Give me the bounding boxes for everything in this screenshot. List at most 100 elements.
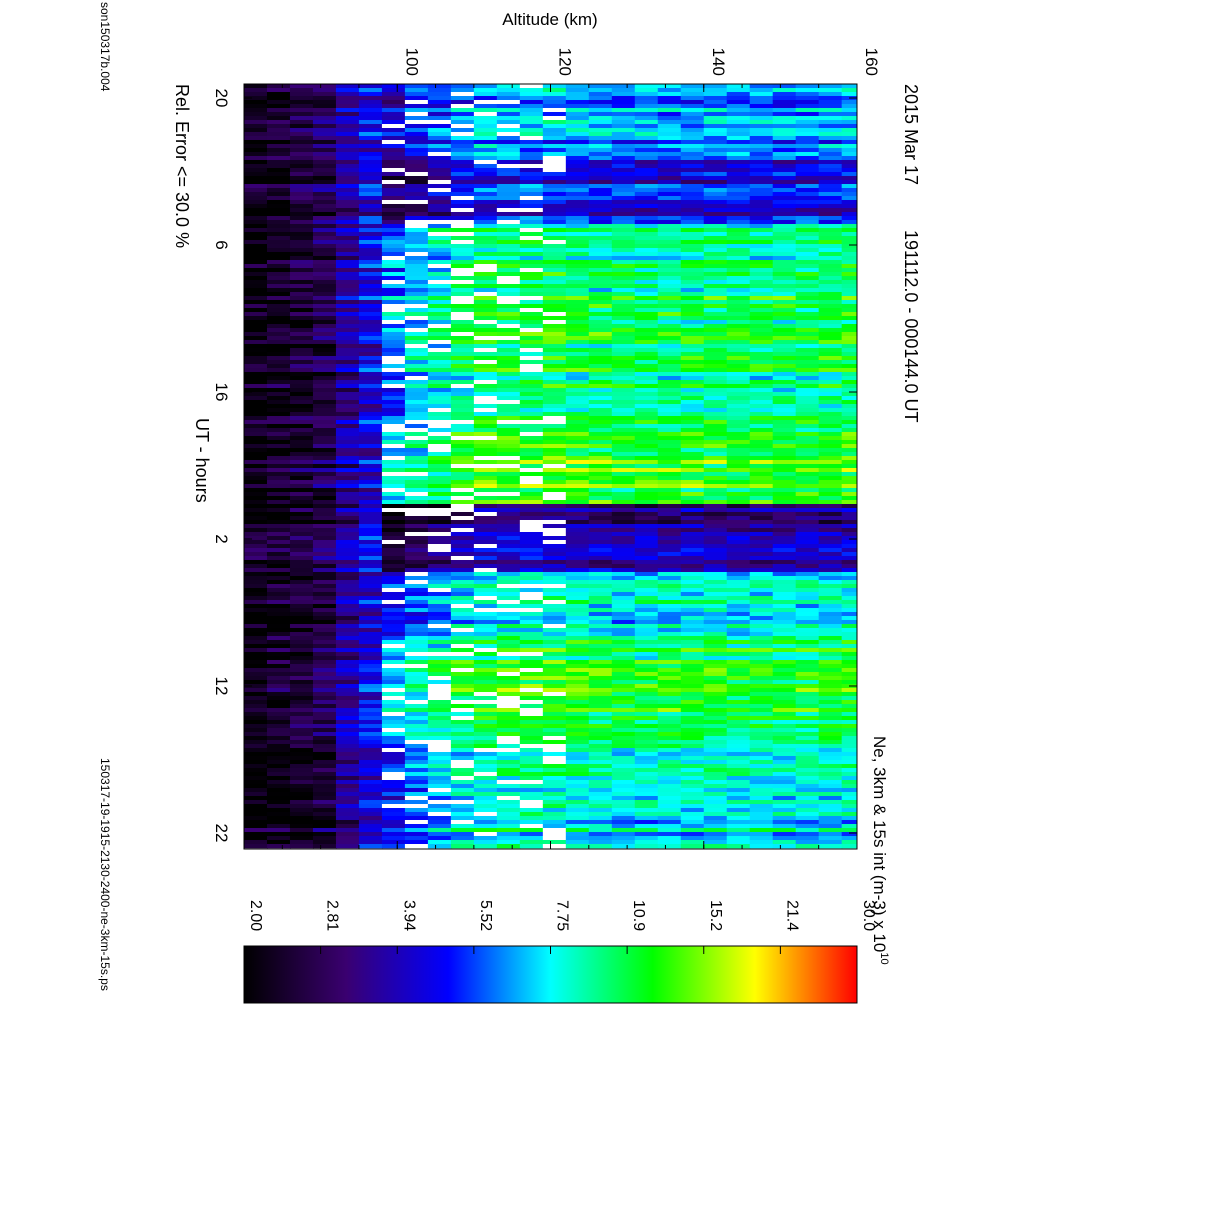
heatmap-cell (358, 212, 383, 217)
heatmap-cell (657, 212, 682, 217)
heatmap-cell (266, 768, 291, 773)
heatmap-cell (519, 180, 544, 185)
heatmap-cell (289, 744, 314, 749)
heatmap-cell (634, 724, 659, 729)
heatmap-cell (266, 232, 291, 237)
heatmap-cell (542, 412, 567, 417)
heatmap-cell (565, 712, 590, 717)
heatmap-cell (680, 496, 705, 501)
heatmap-cell (772, 764, 797, 769)
heatmap-cell (588, 192, 613, 197)
heatmap-cell (358, 392, 383, 397)
heatmap-cell (266, 180, 291, 185)
heatmap-cell (289, 296, 314, 301)
heatmap-cell (634, 820, 659, 825)
heatmap-cell (680, 136, 705, 141)
heatmap-cell (427, 576, 452, 581)
heatmap-cell (244, 464, 268, 469)
heatmap-cell (841, 780, 857, 785)
heatmap-cell (289, 256, 314, 261)
heatmap-cell (404, 200, 429, 205)
heatmap-cell (496, 268, 521, 273)
heatmap-cell (611, 680, 636, 685)
heatmap-cell (565, 364, 590, 369)
heatmap-cell (795, 536, 820, 541)
heatmap-cell (818, 480, 843, 485)
heatmap-cell (312, 152, 337, 157)
heatmap-cell (266, 776, 291, 781)
heatmap-cell (266, 240, 291, 245)
heatmap-cell (519, 684, 544, 689)
heatmap-cell (588, 220, 613, 225)
heatmap-cell (519, 228, 544, 233)
heatmap-cell (657, 512, 682, 517)
heatmap-cell (427, 332, 452, 337)
heatmap-cell (289, 712, 314, 717)
heatmap-cell (266, 716, 291, 721)
heatmap-cell (565, 144, 590, 149)
heatmap-cell (244, 424, 268, 429)
heatmap-cell (726, 204, 751, 209)
heatmap-cell (657, 520, 682, 525)
heatmap-cell (266, 420, 291, 425)
heatmap-cell (588, 788, 613, 793)
heatmap-cell (703, 712, 728, 717)
heatmap-cell (244, 260, 268, 265)
heatmap-cell (427, 232, 452, 237)
heatmap-cell (381, 328, 406, 333)
heatmap-cell (634, 316, 659, 321)
heatmap-cell (841, 728, 857, 733)
heatmap-cell (772, 768, 797, 773)
heatmap-cell (841, 656, 857, 661)
heatmap-cell (841, 660, 857, 665)
heatmap-cell (657, 572, 682, 577)
heatmap-cell (244, 564, 268, 569)
heatmap-cell (680, 200, 705, 205)
heatmap-cell (312, 512, 337, 517)
heatmap-cell (450, 660, 475, 665)
heatmap-cell (703, 568, 728, 573)
heatmap-cell (841, 676, 857, 681)
heatmap-cell (726, 620, 751, 625)
heatmap-cell (381, 544, 406, 549)
heatmap-cell (565, 536, 590, 541)
heatmap-cell (542, 608, 567, 613)
heatmap-cell (749, 652, 774, 657)
heatmap-cell (795, 608, 820, 613)
heatmap-cell (312, 820, 337, 825)
heatmap-cell (244, 336, 268, 341)
heatmap-cell (818, 84, 843, 89)
heatmap-cell (473, 280, 498, 285)
heatmap-cell (818, 140, 843, 145)
heatmap-cell (588, 628, 613, 633)
heatmap-cell (473, 508, 498, 513)
heatmap-cell (772, 712, 797, 717)
heatmap-cell (818, 520, 843, 525)
heatmap-cell (312, 596, 337, 601)
heatmap-cell (565, 788, 590, 793)
heatmap-cell (749, 792, 774, 797)
heatmap-cell (266, 564, 291, 569)
heatmap-cell (795, 436, 820, 441)
heatmap-cell (565, 232, 590, 237)
heatmap-cell (244, 724, 268, 729)
heatmap-cell (312, 276, 337, 281)
heatmap-cell (634, 676, 659, 681)
file-id-label: son150317b.004 (98, 2, 112, 92)
heatmap-cell (335, 196, 360, 201)
heatmap-cell (680, 564, 705, 569)
heatmap-cell (680, 700, 705, 705)
heatmap-cell (703, 800, 728, 805)
heatmap-cell (841, 764, 857, 769)
heatmap-cell (772, 648, 797, 653)
heatmap-cell (611, 344, 636, 349)
heatmap-cell (289, 620, 314, 625)
heatmap-cell (703, 84, 728, 89)
heatmap-cell (841, 280, 857, 285)
heatmap-cell (381, 752, 406, 757)
heatmap-cell (542, 544, 567, 549)
heatmap-cell (818, 216, 843, 221)
heatmap-cell (611, 328, 636, 333)
heatmap-cell (565, 704, 590, 709)
heatmap-cell (450, 576, 475, 581)
